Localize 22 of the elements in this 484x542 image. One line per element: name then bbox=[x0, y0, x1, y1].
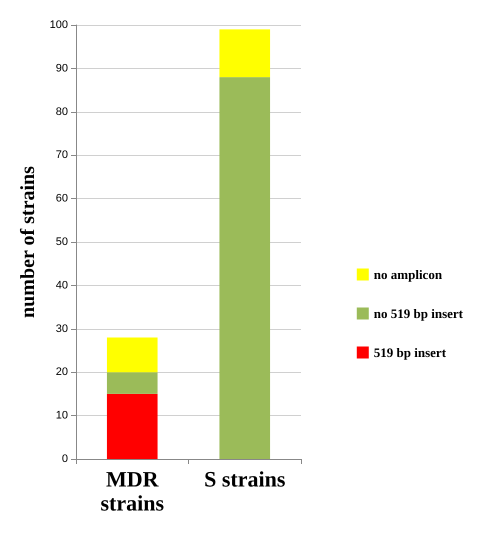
bar bbox=[106, 337, 158, 372]
y-tick-label: 100 bbox=[50, 19, 68, 31]
x-tick-label: S strains bbox=[204, 466, 286, 492]
legend-label: no amplicon bbox=[374, 267, 443, 282]
legend-label: no 519 bp insert bbox=[374, 306, 464, 321]
y-tick-label: 40 bbox=[56, 279, 68, 292]
y-tick-label: 80 bbox=[56, 106, 68, 118]
bar bbox=[106, 372, 158, 394]
y-tick-label: 70 bbox=[56, 149, 68, 162]
y-tick-label: 0 bbox=[62, 453, 68, 465]
y-tick-label: 60 bbox=[56, 192, 68, 205]
y-tick-label: 10 bbox=[56, 410, 68, 422]
bar bbox=[219, 77, 270, 459]
legend-label: 519 bp insert bbox=[374, 345, 447, 360]
y-tick-label: 90 bbox=[56, 62, 68, 74]
y-tick-label: 30 bbox=[56, 322, 68, 335]
y-axis-title: number of strains bbox=[17, 166, 39, 318]
x-tick-label: MDR strains bbox=[100, 466, 164, 516]
bar bbox=[106, 394, 158, 459]
y-tick-label: 50 bbox=[56, 236, 68, 248]
bar bbox=[219, 29, 270, 78]
y-tick-label: 20 bbox=[56, 366, 68, 378]
